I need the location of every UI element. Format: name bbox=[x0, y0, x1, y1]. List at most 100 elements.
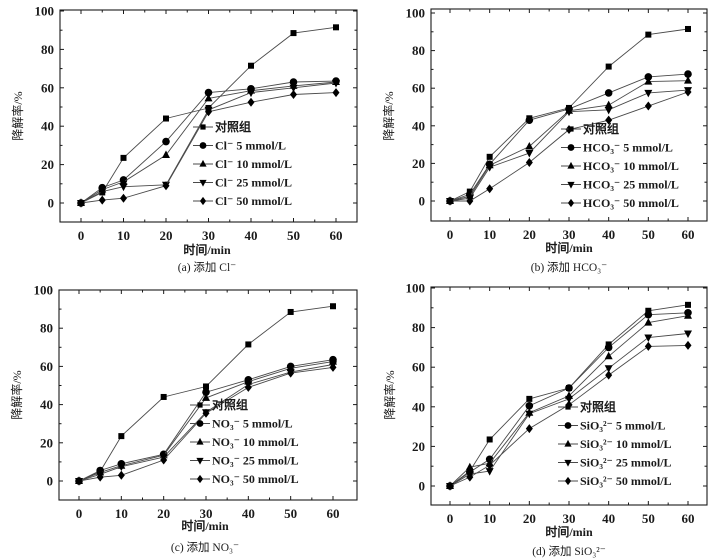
x-tick-label: 30 bbox=[200, 506, 213, 521]
x-tick-label: 0 bbox=[447, 227, 454, 242]
data-point-triangle-down bbox=[485, 164, 494, 172]
data-point-triangle-down bbox=[604, 365, 613, 373]
data-point-triangle-up bbox=[465, 462, 474, 471]
legend-marker-square bbox=[565, 404, 571, 410]
x-tick-label: 10 bbox=[483, 227, 496, 242]
legend-label: Cl⁻ 10 mmol/L bbox=[215, 157, 292, 171]
data-point-square bbox=[163, 115, 169, 122]
legend-marker-diamond bbox=[196, 474, 204, 484]
data-point-diamond bbox=[287, 368, 295, 378]
data-point-triangle-up bbox=[644, 77, 653, 85]
data-point-circle bbox=[604, 89, 613, 97]
legend-marker-triangle-up bbox=[567, 161, 575, 169]
y-tick-label: 100 bbox=[406, 6, 426, 21]
y-tick-label: 20 bbox=[41, 157, 54, 172]
legend-marker-diamond bbox=[567, 198, 575, 208]
data-point-diamond bbox=[96, 472, 104, 482]
x-tick-label: 50 bbox=[642, 227, 655, 242]
x-tick-label: 0 bbox=[78, 228, 85, 243]
data-point-diamond bbox=[247, 97, 255, 107]
data-point-diamond bbox=[202, 408, 210, 418]
data-point-triangle-down bbox=[525, 410, 534, 419]
data-point-diamond bbox=[605, 370, 613, 380]
data-point-triangle-down bbox=[332, 80, 340, 88]
x-tick-label: 30 bbox=[563, 511, 576, 526]
x-tick-label: 30 bbox=[563, 227, 576, 242]
legend-label: SiO₃²⁻ 50 mmol/L bbox=[580, 474, 672, 488]
legend-marker-square bbox=[200, 124, 206, 130]
data-point-square bbox=[203, 383, 209, 390]
x-tick-label: 50 bbox=[642, 511, 655, 526]
data-point-square bbox=[526, 395, 533, 402]
data-point-diamond bbox=[205, 107, 212, 117]
legend-label: 对照组 bbox=[212, 397, 248, 412]
data-point-triangle-down bbox=[644, 89, 653, 98]
data-point-circle bbox=[604, 343, 613, 352]
series-2 bbox=[77, 77, 340, 206]
x-tick-label: 10 bbox=[483, 511, 496, 526]
panel-caption: (c) 添加 NO₃⁻ bbox=[171, 540, 239, 554]
y-tick-label: 60 bbox=[41, 80, 54, 95]
x-tick-label: 60 bbox=[330, 228, 343, 243]
legend-marker-circle bbox=[567, 144, 575, 151]
data-point-triangle-down bbox=[119, 183, 128, 192]
data-point-circle bbox=[644, 73, 653, 81]
data-point-triangle-up bbox=[604, 100, 613, 109]
legend-marker-triangle-down bbox=[567, 181, 575, 189]
y-tick-label: 40 bbox=[41, 119, 54, 134]
x-tick-label: 60 bbox=[682, 511, 695, 526]
legend-label: HCO₃⁻ 50 mmol/L bbox=[583, 196, 679, 210]
data-point-square bbox=[645, 307, 652, 314]
data-point-diamond bbox=[466, 472, 474, 482]
data-point-diamond bbox=[446, 481, 454, 491]
data-point-circle bbox=[204, 88, 213, 97]
series-line bbox=[449, 28, 689, 202]
x-tick-label: 20 bbox=[523, 227, 536, 242]
legend-label: 对照组 bbox=[583, 121, 619, 136]
data-point-square bbox=[605, 63, 612, 70]
data-point-triangle-up bbox=[119, 177, 128, 185]
series-line bbox=[78, 364, 334, 482]
legend-label: Cl⁻ 50 mmol/L bbox=[215, 194, 292, 208]
series-4 bbox=[77, 88, 340, 208]
legend-marker-square bbox=[197, 402, 203, 408]
data-point-diamond bbox=[244, 382, 252, 392]
x-tick-label: 50 bbox=[287, 228, 300, 243]
y-axis-title: 降解率/% bbox=[9, 370, 24, 419]
data-point-diamond bbox=[605, 115, 613, 125]
x-tick-label: 40 bbox=[602, 227, 615, 242]
data-point-diamond bbox=[644, 341, 652, 351]
panel-caption: (b) 添加 HCO₃⁻ bbox=[531, 260, 608, 274]
panel-d: 0 20 40 60 80 100 0 10 20 30 40 50 60 时间/min 降解率/% (d) … bbox=[382, 281, 708, 558]
data-point-diamond bbox=[466, 196, 474, 206]
series-line bbox=[449, 80, 689, 202]
legend: 对照组 Cl⁻ 5 mmol/L Cl⁻ 10 mmol/L Cl⁻ 25 mmol/… bbox=[193, 119, 292, 208]
legend-marker-triangle-down bbox=[196, 457, 204, 465]
legend-marker-circle bbox=[564, 422, 572, 429]
data-point-diamond bbox=[98, 195, 106, 205]
data-point-circle bbox=[525, 402, 534, 410]
axis-frame bbox=[58, 289, 358, 501]
data-point-triangle-down bbox=[604, 106, 613, 115]
data-point-square bbox=[685, 301, 691, 308]
panel-c: 0 20 40 60 80 100 0 10 20 30 40 50 60 时间/min 降解率/% (c) … bbox=[9, 283, 358, 554]
series-line bbox=[449, 344, 689, 487]
legend-label: SiO₃²⁻ 10 mmol/L bbox=[580, 437, 672, 451]
x-tick-label: 20 bbox=[523, 511, 536, 526]
data-point-triangle-up bbox=[684, 311, 692, 319]
series-line bbox=[80, 81, 337, 204]
data-point-square bbox=[245, 341, 252, 348]
y-tick-label: 80 bbox=[412, 43, 425, 58]
data-point-diamond bbox=[446, 196, 454, 206]
series-line bbox=[78, 366, 334, 482]
legend: 对照组 SiO₃²⁻ 5 mmol/L SiO₃²⁻ 10 mmol/L SiO₃²⁻… bbox=[558, 399, 672, 488]
data-point-square bbox=[486, 153, 493, 160]
data-point-diamond bbox=[290, 90, 297, 100]
panel-caption: (a) 添加 Cl⁻ bbox=[178, 260, 236, 274]
data-point-triangle-down bbox=[644, 334, 653, 342]
data-point-square bbox=[645, 31, 652, 38]
y-tick-label: 80 bbox=[41, 42, 54, 57]
y-tick-label: 0 bbox=[48, 196, 55, 211]
legend-label: Cl⁻ 25 mmol/L bbox=[215, 176, 292, 190]
